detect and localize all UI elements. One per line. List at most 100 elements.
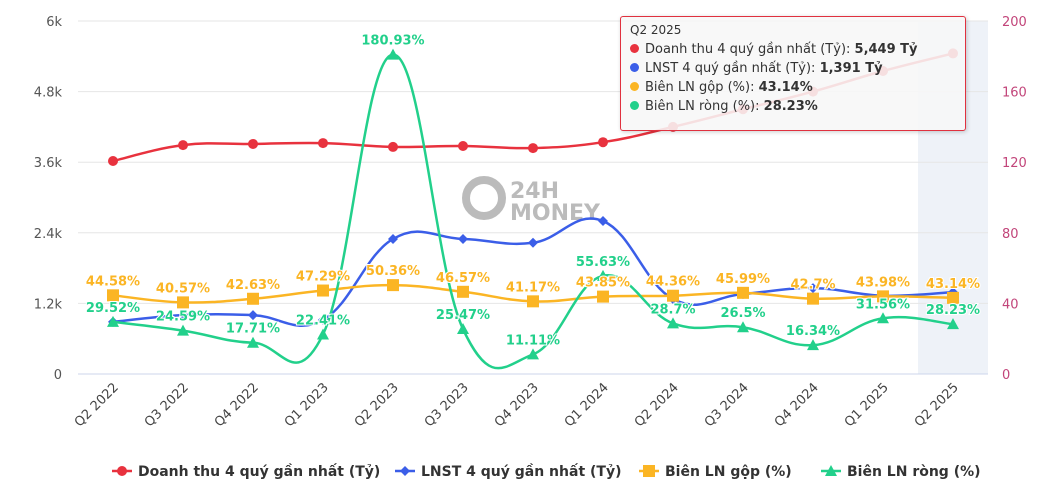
data-label: 17.71% <box>226 322 280 337</box>
left-axis-tick: 4.8k <box>34 86 63 101</box>
legend-marker-icon <box>643 465 655 477</box>
data-point-3 <box>527 348 539 360</box>
data-point-2 <box>947 291 959 304</box>
right-axis-tick: 160 <box>1002 86 1027 101</box>
data-point-1 <box>248 310 258 321</box>
data-point-1 <box>388 233 398 244</box>
data-point-2 <box>737 286 749 299</box>
data-point-0 <box>388 141 398 152</box>
x-axis-tick: Q4 2024 <box>772 380 822 430</box>
tooltip-row-net-margin: Biên LN ròng (%): 28.23% <box>630 97 956 116</box>
data-label: 31.56% <box>856 297 910 312</box>
x-axis-tick: Q2 2023 <box>352 380 402 430</box>
data-label: 46.57% <box>436 271 490 286</box>
data-label: 43.98% <box>856 275 910 290</box>
legend-marker-icon <box>825 465 837 476</box>
data-label: 25.47% <box>436 308 490 323</box>
data-point-2 <box>877 290 889 303</box>
data-point-3 <box>807 339 819 351</box>
right-axis-tick: 120 <box>1002 156 1027 171</box>
x-axis-tick: Q2 2022 <box>72 380 122 430</box>
data-point-0 <box>318 138 328 149</box>
tooltip-row-gross-margin: Biên LN gộp (%): 43.14% <box>630 78 956 97</box>
data-point-0 <box>458 141 468 152</box>
legend-item[interactable]: Biên LN gộp (%) <box>665 464 792 480</box>
data-label: 22.41% <box>296 313 350 328</box>
x-axis-tick: Q2 2024 <box>632 380 682 430</box>
data-point-1 <box>598 216 608 227</box>
data-point-0 <box>108 156 118 167</box>
data-label: 28.7% <box>650 302 695 317</box>
dot-icon <box>630 101 639 110</box>
data-point-2 <box>247 292 259 305</box>
x-axis-tick: Q4 2022 <box>212 380 262 430</box>
data-label: 11.11% <box>506 333 560 348</box>
tooltip-row-revenue: Doanh thu 4 quý gần nhất (Tỷ): 5,449 Tỷ <box>630 40 956 59</box>
left-axis-tick: 1.2k <box>34 297 63 312</box>
dot-icon <box>630 82 639 91</box>
tooltip-row-profit: LNST 4 quý gần nhất (Tỷ): 1,391 Tỷ <box>630 59 956 78</box>
data-point-3 <box>737 321 749 333</box>
x-axis-tick: Q3 2022 <box>142 380 192 430</box>
data-label: 50.36% <box>366 264 420 279</box>
left-axis-tick: 3.6k <box>34 156 63 171</box>
data-label: 26.5% <box>720 306 765 321</box>
x-axis-tick: Q1 2024 <box>562 380 612 430</box>
data-point-2 <box>527 295 539 308</box>
tooltip: Q2 2025 Doanh thu 4 quý gần nhất (Tỷ): 5… <box>620 16 966 131</box>
data-label: 41.17% <box>506 280 560 295</box>
data-point-3 <box>597 269 609 281</box>
data-label: 44.58% <box>86 274 140 289</box>
data-point-2 <box>317 284 329 297</box>
data-point-3 <box>457 323 469 335</box>
legend-item[interactable]: Doanh thu 4 quý gần nhất (Tỷ) <box>138 463 380 480</box>
data-point-3 <box>877 312 889 324</box>
series-line-3 <box>112 53 954 370</box>
data-label: 45.99% <box>716 272 770 287</box>
x-axis-tick: Q2 2025 <box>912 380 962 430</box>
data-point-3 <box>247 336 259 348</box>
watermark-text: MONEY <box>510 201 601 226</box>
x-axis-tick: Q3 2024 <box>702 380 752 430</box>
data-point-3 <box>317 328 329 340</box>
data-point-1 <box>458 233 468 244</box>
left-axis-tick: 6k <box>46 15 62 30</box>
data-point-1 <box>528 237 538 248</box>
left-axis-tick: 0 <box>54 368 62 383</box>
data-point-3 <box>667 317 679 329</box>
data-label: 42.63% <box>226 278 280 293</box>
tooltip-title: Q2 2025 <box>630 23 682 37</box>
legend-item[interactable]: Biên LN ròng (%) <box>847 464 981 480</box>
data-point-2 <box>807 292 819 305</box>
watermark-text: 24H <box>510 179 559 204</box>
data-point-2 <box>107 289 119 302</box>
data-label: 24.59% <box>156 310 210 325</box>
data-point-0 <box>248 138 258 149</box>
data-label: 28.23% <box>926 303 980 318</box>
data-label: 16.34% <box>786 324 840 339</box>
data-point-2 <box>457 285 469 298</box>
data-point-2 <box>667 289 679 302</box>
right-axis-tick: 40 <box>1002 297 1019 312</box>
data-label: 43.14% <box>926 277 980 292</box>
right-axis-tick: 80 <box>1002 227 1019 242</box>
data-label: 44.36% <box>646 275 700 290</box>
x-axis-tick: Q1 2025 <box>842 380 892 430</box>
data-point-1 <box>318 314 328 325</box>
data-point-0 <box>598 137 608 148</box>
legend-marker-icon <box>117 466 127 476</box>
data-point-3 <box>177 324 189 336</box>
data-point-1 <box>808 283 818 294</box>
data-point-2 <box>177 296 189 309</box>
data-point-3 <box>387 48 399 60</box>
left-axis-tick: 2.4k <box>34 227 63 242</box>
data-point-0 <box>528 143 538 154</box>
dot-icon <box>630 63 639 72</box>
data-label: 42.7% <box>790 278 835 293</box>
right-axis-tick: 0 <box>1002 368 1010 383</box>
x-axis-tick: Q4 2023 <box>492 380 542 430</box>
series-line-1 <box>112 217 954 328</box>
data-point-3 <box>947 318 959 330</box>
legend-item[interactable]: LNST 4 quý gần nhất (Tỷ) <box>421 463 621 480</box>
